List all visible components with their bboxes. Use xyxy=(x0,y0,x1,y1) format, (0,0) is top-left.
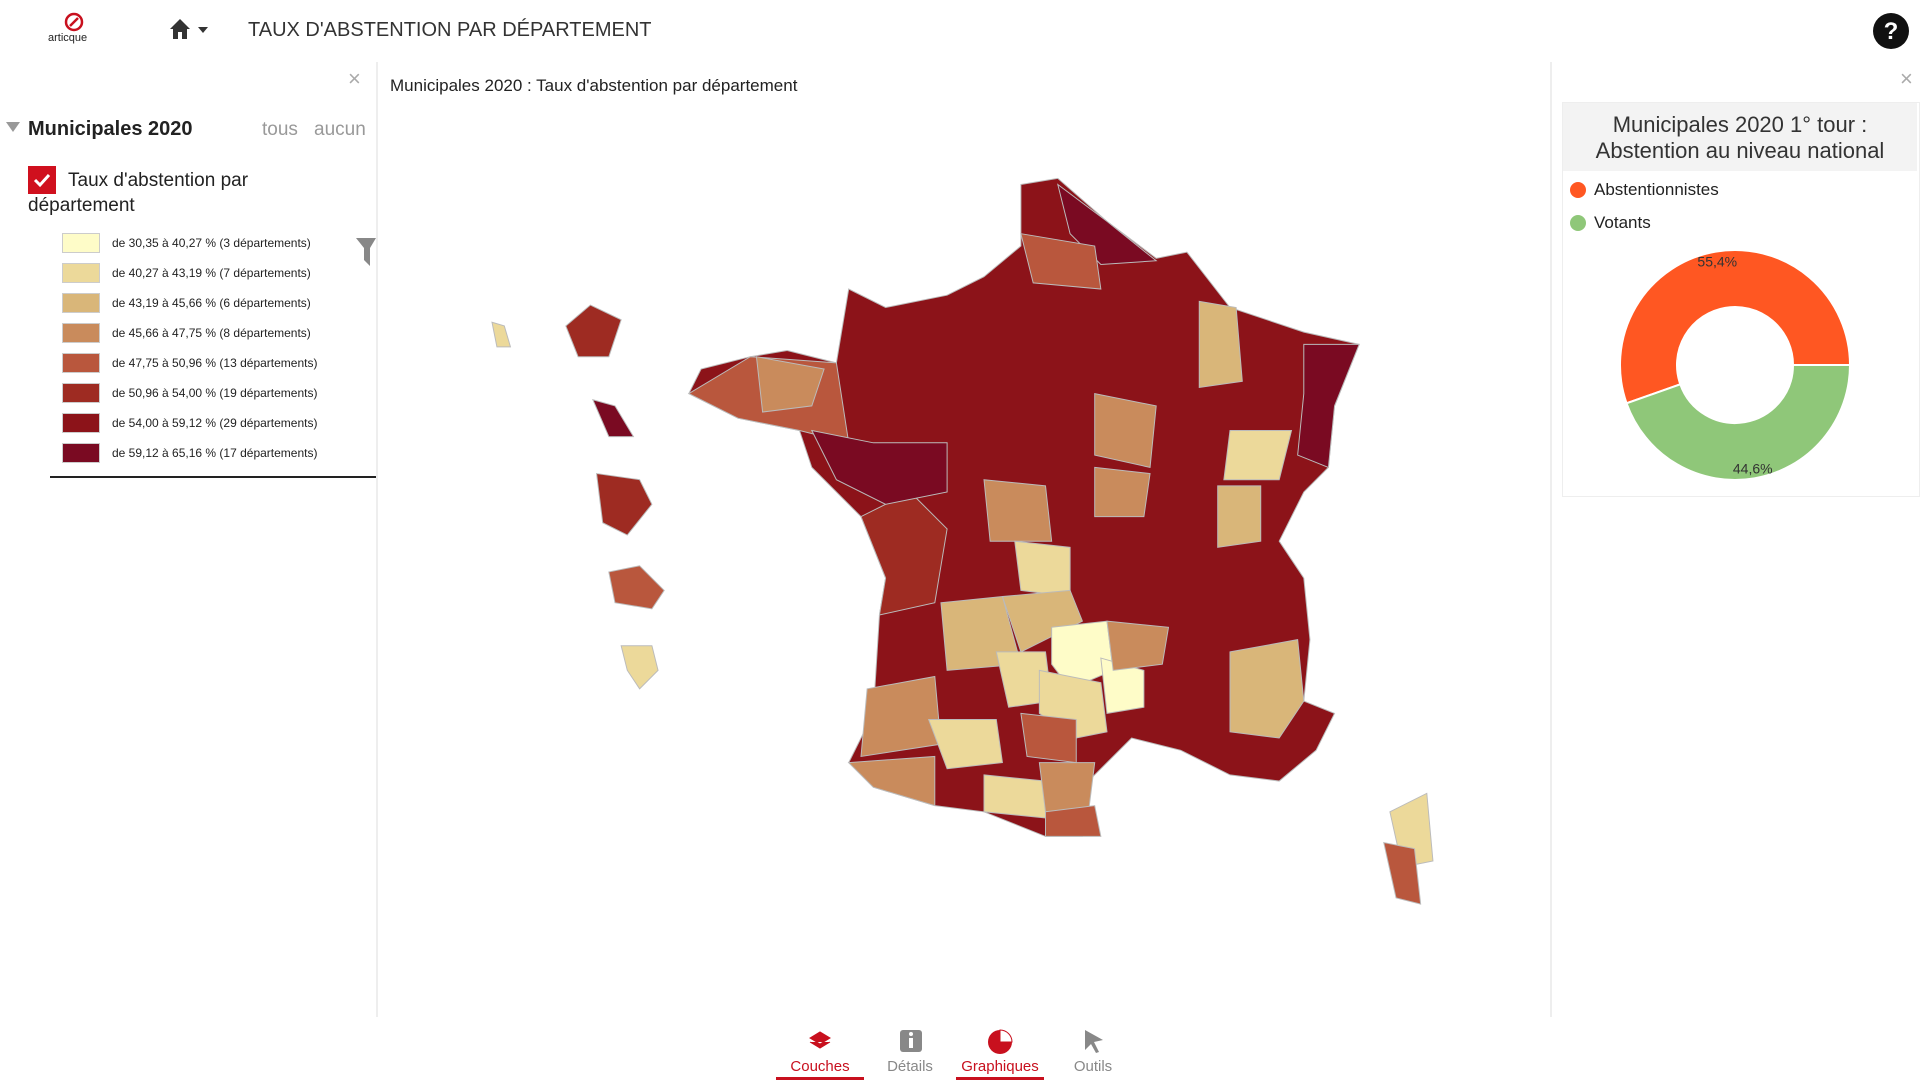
collapse-arrow[interactable] xyxy=(6,122,20,134)
legend-item: Votants xyxy=(1570,213,1651,233)
tab-label: Détails xyxy=(887,1058,933,1075)
layer-name: Taux d'abstention par département xyxy=(28,170,249,216)
legend-label: de 40,27 à 43,19 % (7 départements) xyxy=(112,266,311,280)
tab[interactable]: Graphiques xyxy=(956,1058,1044,1080)
legend-label: Abstentionnistes xyxy=(1594,180,1719,199)
legend-swatch xyxy=(62,413,100,433)
legend-item: de 59,12 à 65,16 % (17 départements) xyxy=(62,443,317,463)
panel-divider xyxy=(376,62,378,1017)
tab-icon xyxy=(1085,1030,1103,1053)
donut-chart: 55,4% 44,6% xyxy=(1619,249,1852,481)
close-button[interactable]: × xyxy=(1900,66,1913,91)
legend-item: de 30,35 à 40,27 % (3 départements) xyxy=(62,233,311,253)
close-button[interactable]: × xyxy=(348,66,361,91)
legend-swatch xyxy=(62,443,100,463)
tab-label: Couches xyxy=(790,1058,850,1075)
filter-icon[interactable] xyxy=(356,238,378,268)
legend-label: Votants xyxy=(1594,213,1651,232)
donut-slice xyxy=(1619,249,1852,405)
home-menu[interactable] xyxy=(168,16,212,42)
tab-label: Outils xyxy=(1073,1058,1113,1075)
tab-icon xyxy=(988,1029,1013,1054)
slice-label: 44,6% xyxy=(1733,460,1773,476)
logo-text: articque xyxy=(48,32,88,44)
tab[interactable]: Couches xyxy=(776,1058,864,1080)
chart-title: Municipales 2020 1° tour : Abstention au… xyxy=(1595,112,1885,163)
legend-swatch xyxy=(62,233,100,253)
legend-label: de 30,35 à 40,27 % (3 départements) xyxy=(112,236,311,250)
tab-icon xyxy=(809,1031,831,1049)
select-all[interactable]: tous xyxy=(262,119,298,140)
legend-item: de 50,96 à 54,00 % (19 départements) xyxy=(62,383,317,403)
chart-title-bg xyxy=(1563,103,1917,171)
legend-item: Abstentionnistes xyxy=(1570,180,1719,200)
legend-swatch xyxy=(62,383,100,403)
legend-label: de 43,19 à 45,66 % (6 départements) xyxy=(112,296,311,310)
legend-dot xyxy=(1570,215,1586,231)
tab-label: Graphiques xyxy=(961,1058,1039,1075)
legend-item: de 45,66 à 47,75 % (8 départements) xyxy=(62,323,311,343)
help-button[interactable]: ? xyxy=(1872,12,1910,50)
map xyxy=(491,177,1434,905)
legend-label: de 50,96 à 54,00 % (19 départements) xyxy=(112,386,318,400)
panel-divider xyxy=(1550,62,1552,1017)
donut-slice xyxy=(1625,364,1852,481)
slice-label: 55,4% xyxy=(1697,254,1737,270)
map-title: Municipales 2020 : Taux d'abstention par… xyxy=(390,76,798,95)
legend-dot xyxy=(1570,182,1586,198)
tab-icon xyxy=(900,1030,922,1052)
group-title: Municipales 2020 xyxy=(28,118,193,140)
select-none[interactable]: aucun xyxy=(314,119,366,140)
logo-icon xyxy=(64,12,84,32)
legend-label: de 59,12 à 65,16 % (17 départements) xyxy=(112,446,318,460)
layer-checkbox[interactable] xyxy=(28,166,56,194)
legend-label: de 54,00 à 59,12 % (29 départements) xyxy=(112,416,318,430)
legend-item: de 43,19 à 45,66 % (6 départements) xyxy=(62,293,311,313)
legend-rule xyxy=(50,476,376,478)
legend-swatch xyxy=(62,323,100,343)
legend-swatch xyxy=(62,353,100,373)
page-title: TAUX D'ABSTENTION PAR DÉPARTEMENT xyxy=(248,19,652,41)
legend-item: de 54,00 à 59,12 % (29 départements) xyxy=(62,413,317,433)
tab[interactable]: Outils xyxy=(1049,1058,1137,1075)
legend-swatch xyxy=(62,263,100,283)
legend-label: de 47,75 à 50,96 % (13 départements) xyxy=(112,356,318,370)
legend-item: de 47,75 à 50,96 % (13 départements) xyxy=(62,353,317,373)
svg-text:?: ? xyxy=(1884,18,1899,45)
legend-label: de 45,66 à 47,75 % (8 départements) xyxy=(112,326,311,340)
tab[interactable]: Détails xyxy=(866,1058,954,1075)
legend-item: de 40,27 à 43,19 % (7 départements) xyxy=(62,263,311,283)
legend-swatch xyxy=(62,293,100,313)
